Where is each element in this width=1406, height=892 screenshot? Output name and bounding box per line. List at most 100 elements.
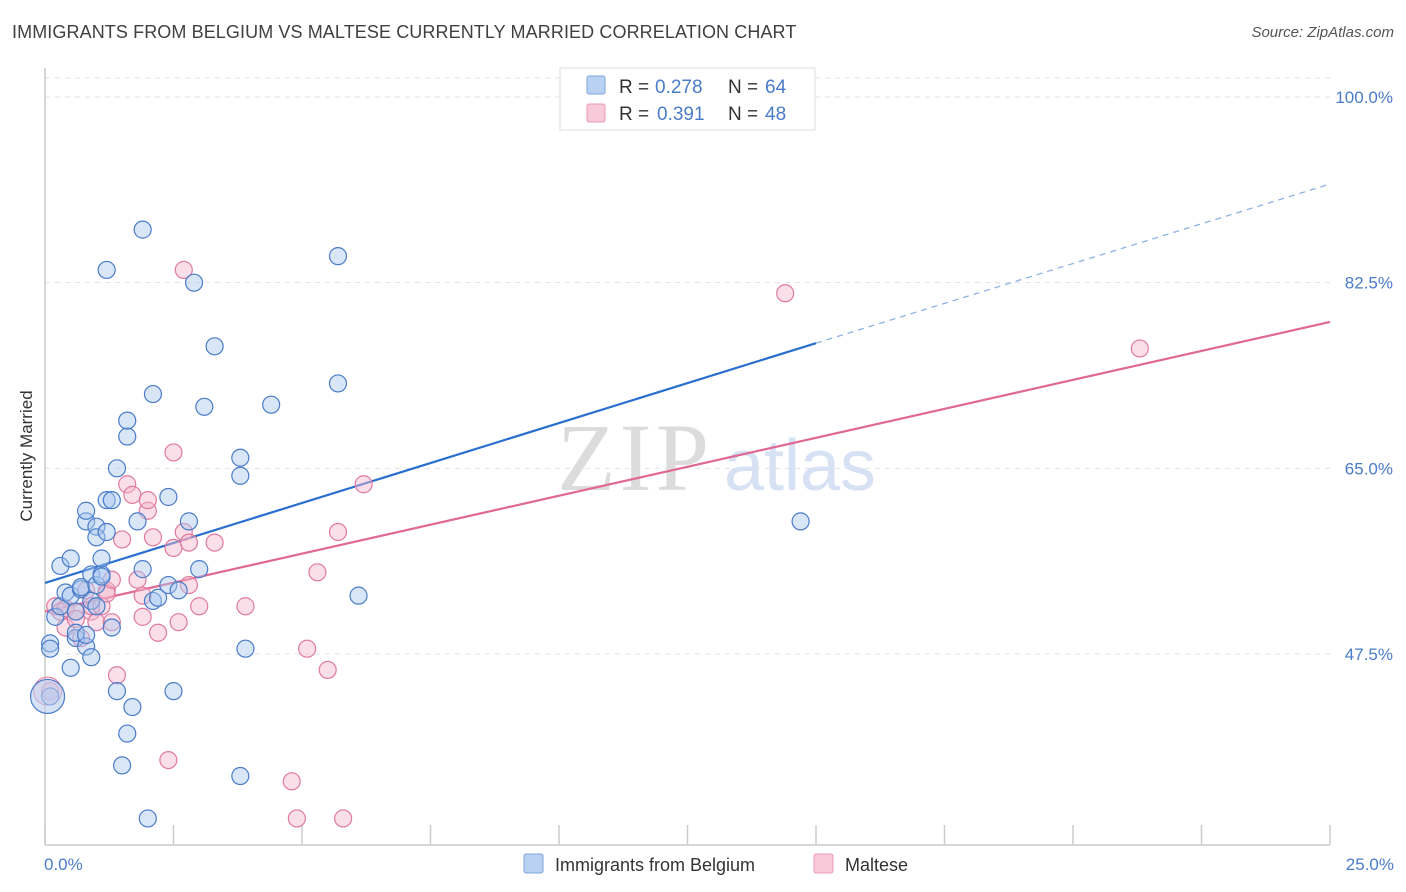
belgium-point-45	[143, 591, 163, 611]
belgium-point-34	[107, 459, 127, 478]
top-legend: R = 0.278 N = 64 R = 0.391 N = 48	[559, 67, 816, 131]
belgium-point-17	[77, 512, 96, 531]
maltese-point-40	[287, 809, 306, 828]
belgium-point-53	[190, 560, 209, 579]
belgium-point-43	[138, 809, 157, 828]
chart-title: IMMIGRANTS FROM BELGIUM VS MALTESE CURRE…	[12, 22, 797, 42]
belgium-point-3	[46, 607, 65, 626]
belgium-point-37	[118, 427, 137, 446]
belgium-point-44	[143, 384, 163, 404]
belgium-point-59	[236, 639, 255, 658]
maltese-point-22	[133, 586, 152, 605]
belgium-point-60	[262, 395, 281, 414]
belgium-point-56	[231, 448, 250, 467]
maltese-point-48	[1130, 339, 1149, 358]
legend-r-label-1: R =	[619, 77, 649, 98]
maltese-point-19	[118, 475, 137, 494]
legend-r-value-2: 0.391	[657, 104, 705, 125]
trend-line-maltese	[44, 320, 1331, 613]
belgium-point-38	[118, 411, 137, 430]
maltese-point-39	[282, 772, 301, 791]
belgium-point-12	[66, 602, 85, 621]
belgium-point-63	[349, 586, 368, 605]
legend-swatch-belgium	[586, 75, 606, 95]
maltese-point-7	[71, 628, 91, 648]
bottom-legend-swatch-maltese	[813, 853, 834, 874]
belgium-point-31	[102, 491, 121, 510]
y-tick-label-0: 47.5%	[1345, 645, 1393, 664]
belgium-point-52	[184, 273, 204, 292]
trend-line-belgium-extension	[815, 183, 1331, 344]
belgium-point-20	[77, 501, 96, 520]
belgium-point-41	[133, 220, 152, 239]
belgium-point-2	[41, 639, 60, 658]
series-maltese-points	[33, 260, 1149, 828]
belgium-point-7	[61, 658, 80, 677]
belgium-point-51	[179, 512, 199, 531]
bottom-legend-swatch-belgium	[523, 853, 544, 874]
maltese-point-47	[776, 284, 795, 303]
belgium-point-5	[51, 556, 70, 576]
belgium-point-30	[97, 522, 116, 542]
watermark: ZIP atlas	[557, 404, 876, 511]
maltese-point-17	[107, 666, 127, 685]
y-tick-label-2: 82.5%	[1345, 274, 1393, 293]
belgium-point-55	[205, 337, 224, 356]
legend-r-label-2: R =	[619, 104, 649, 125]
belgium-point-14	[71, 578, 91, 597]
maltese-point-32	[174, 260, 193, 280]
legend-n-label-1: N =	[728, 77, 758, 98]
maltese-point-27	[148, 623, 168, 642]
belgium-point-9	[61, 549, 80, 568]
belgium-point-58	[231, 766, 250, 786]
source-credit: Source: ZipAtlas.com	[1251, 24, 1394, 41]
belgium-point-28	[92, 567, 111, 586]
maltese-point-41	[298, 639, 317, 658]
trend-lines	[44, 183, 1331, 613]
belgium-point-16	[77, 625, 96, 645]
belgium-point-42	[133, 560, 152, 579]
maltese-point-6	[66, 609, 85, 629]
belgium-point-61	[328, 374, 348, 393]
belgium-point-large	[29, 678, 66, 715]
belgium-point-57	[231, 466, 250, 485]
trend-line-belgium	[44, 342, 817, 584]
axes	[44, 68, 1331, 846]
belgium-point-22	[87, 575, 106, 595]
belgium-point-1	[41, 634, 60, 653]
maltese-point-28	[159, 750, 178, 770]
belgium-point-64	[791, 512, 810, 531]
maltese-point-35	[179, 575, 199, 595]
maltese-point-23	[133, 607, 152, 626]
legend-n-value-1: 64	[765, 77, 787, 98]
maltese-point-46	[354, 475, 373, 494]
watermark-atlas: atlas	[724, 426, 876, 506]
x-tick-label-min: 0.0%	[44, 855, 83, 874]
belgium-point-49	[164, 682, 183, 701]
belgium-point-54	[195, 397, 214, 416]
belgium-point-47	[159, 487, 178, 507]
y-tick-label-3: 100.0%	[1335, 88, 1393, 107]
maltese-point-20	[123, 485, 142, 504]
belgium-point-18	[82, 648, 101, 667]
maltese-point-18	[112, 530, 132, 549]
legend-n-label-2: N =	[728, 104, 758, 125]
x-tick-label-max: 25.0%	[1346, 855, 1394, 874]
belgium-point-50	[169, 581, 188, 600]
bottom-legend: Immigrants from Belgium Maltese	[523, 853, 908, 875]
maltese-point-38	[236, 597, 255, 616]
belgium-point-40	[128, 512, 147, 531]
belgium-point-39	[123, 697, 142, 717]
belgium-point-27	[92, 549, 111, 568]
belgium-point-46	[148, 588, 168, 607]
maltese-point-37	[205, 533, 224, 552]
maltese-point-43	[318, 660, 337, 680]
maltese-point-33	[174, 522, 193, 542]
maltese-point-34	[179, 533, 199, 552]
belgium-point-35	[112, 756, 132, 775]
series-belgium-points	[29, 220, 810, 828]
belgium-point-32	[102, 618, 121, 637]
maltese-point-16	[102, 613, 121, 632]
watermark-zip: ZIP	[557, 404, 713, 511]
legend-swatch-maltese	[586, 103, 606, 123]
